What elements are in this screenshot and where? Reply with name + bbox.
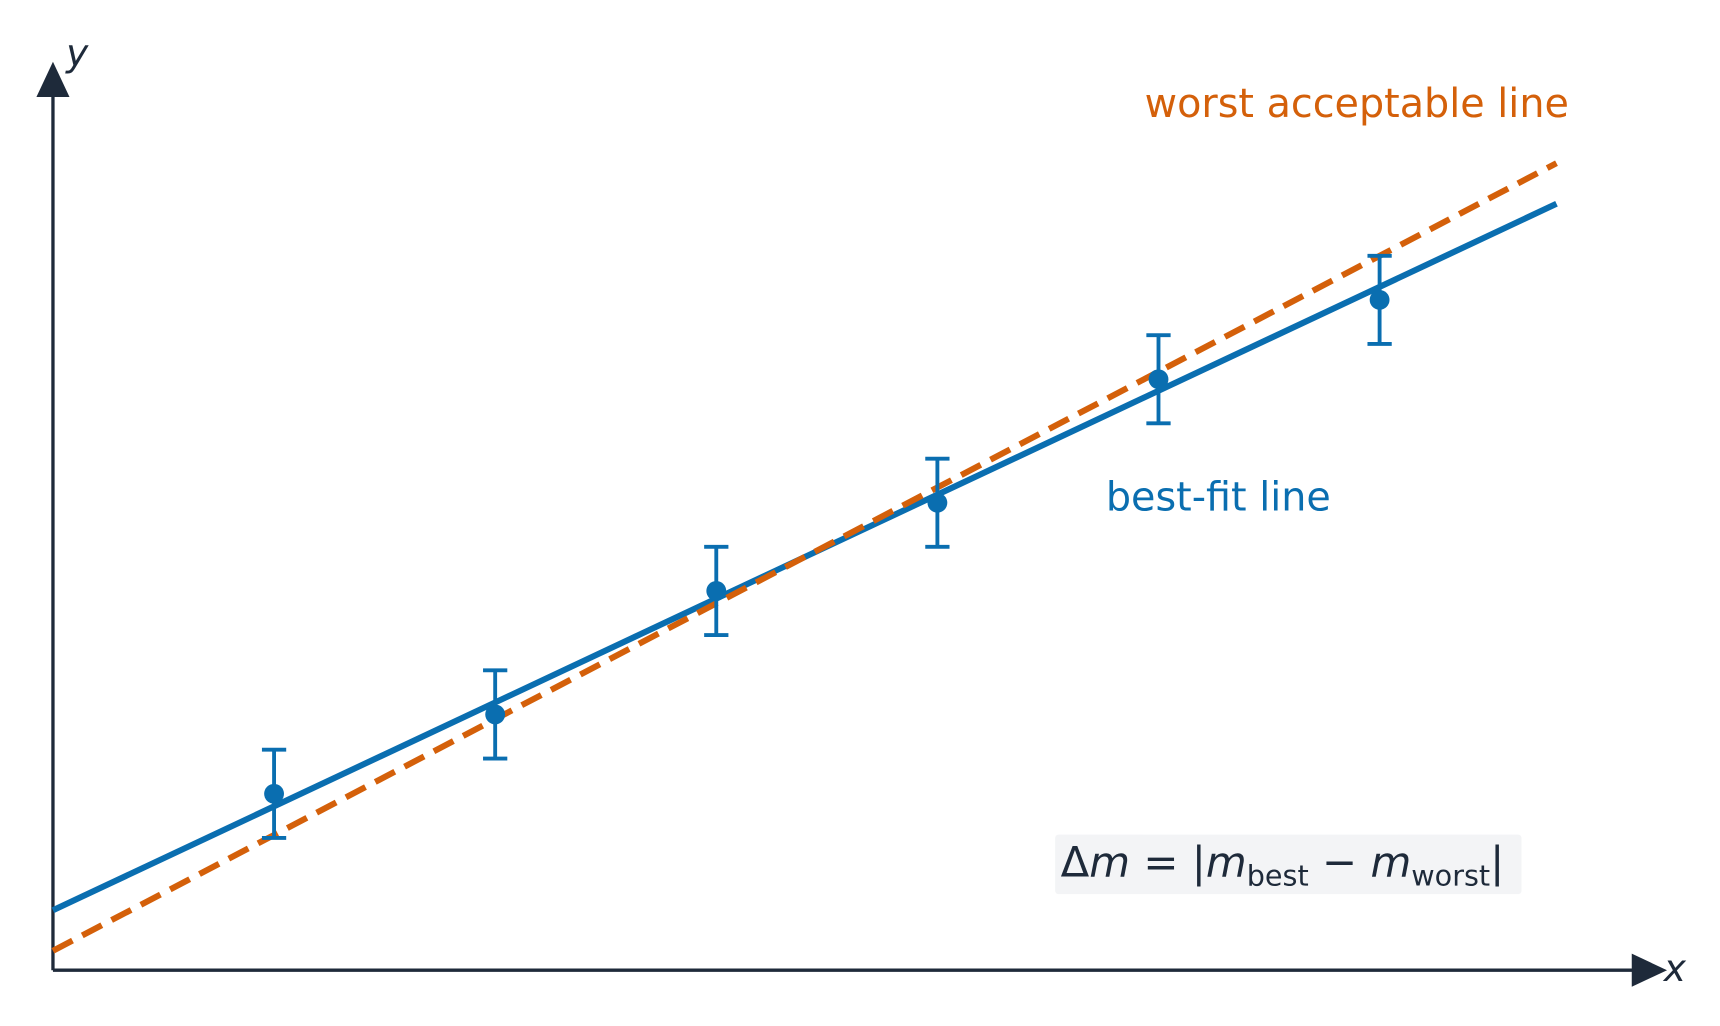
data-point [1369, 289, 1390, 310]
data-point [264, 783, 284, 804]
formula: Δm = |mbest − mworst| [1061, 837, 1505, 892]
formula-part: Δ [1061, 837, 1090, 886]
data-point [1148, 369, 1169, 390]
x-axis-label: x [1663, 946, 1687, 990]
formula-part: m [1206, 837, 1247, 886]
data-point [706, 581, 727, 601]
line-label: best-fit line [1106, 474, 1331, 520]
x-axis-arrow [1631, 953, 1668, 987]
fit-line [51, 160, 1558, 954]
y-axis-label: y [65, 31, 89, 75]
formula-part: m [1089, 837, 1130, 886]
line-label: worst acceptable line [1145, 81, 1569, 127]
data-point [927, 492, 948, 513]
data-point [485, 704, 506, 725]
formula-part: best [1247, 858, 1309, 892]
y-axis-arrow [36, 61, 70, 98]
formula-part: = | [1130, 837, 1206, 886]
formula-part: − [1309, 837, 1371, 886]
formula-part: | [1490, 837, 1504, 886]
formula-part: worst [1411, 858, 1490, 892]
formula-part: m [1370, 837, 1411, 886]
formula-box [1055, 834, 1522, 895]
